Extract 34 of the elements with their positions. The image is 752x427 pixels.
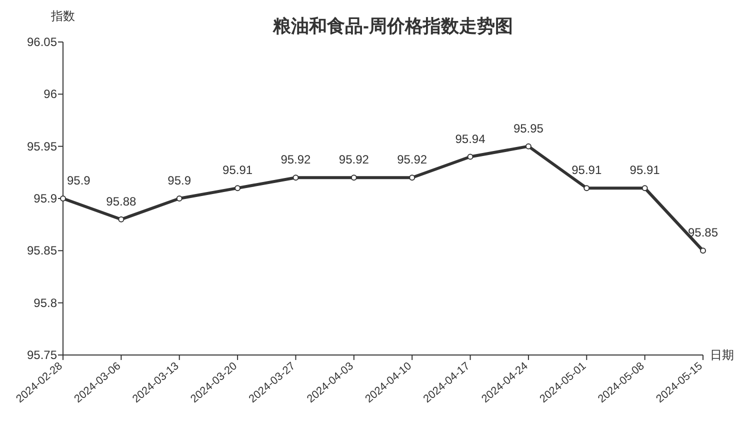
y-tick-label: 95.85 [26, 244, 58, 258]
data-label: 95.94 [455, 132, 486, 146]
y-tick-label: 96 [44, 87, 58, 102]
x-axis-title: 日期 [710, 348, 734, 362]
data-label: 95.91 [630, 163, 660, 178]
data-label: 95.9 [168, 174, 192, 188]
y-tick-label: 95.9 [34, 192, 58, 206]
data-label: 95.95 [513, 121, 544, 136]
chart-title: 粮油和食品-周价格指数走势图 [272, 16, 513, 36]
point [409, 174, 416, 181]
point [350, 174, 357, 181]
y-tick-label: 95.95 [26, 139, 58, 154]
point [234, 185, 241, 192]
data-label: 95.9 [67, 174, 91, 188]
point [467, 154, 474, 160]
data-label: 95.91 [572, 163, 602, 178]
data-label: 95.88 [106, 194, 137, 208]
point [118, 216, 124, 222]
data-label: 95.92 [280, 152, 312, 167]
data-label: 95.92 [338, 152, 370, 167]
point [525, 143, 532, 150]
data-label: 95.85 [688, 226, 718, 240]
point [584, 185, 590, 192]
data-label: 95.91 [222, 163, 253, 178]
data-label: 95.92 [397, 152, 428, 167]
point [60, 196, 66, 202]
y-axis-title: 指数 [50, 9, 75, 23]
point [700, 248, 706, 254]
point [292, 174, 299, 181]
y-tick-label: 95.75 [26, 348, 58, 362]
y-tick-label: 96.05 [26, 35, 58, 49]
point [176, 196, 182, 202]
point [642, 185, 648, 192]
y-tick-label: 95.8 [34, 296, 58, 310]
